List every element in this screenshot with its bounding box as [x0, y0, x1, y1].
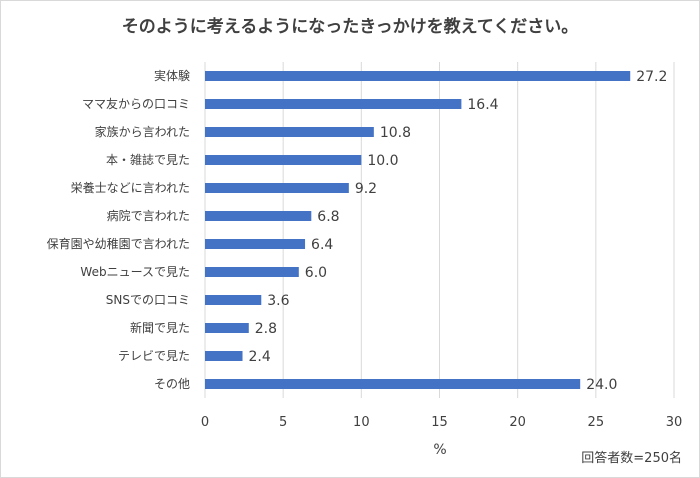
value-label: 6.4 [311, 237, 333, 253]
bar [205, 267, 299, 277]
bar [205, 127, 374, 137]
category-label: 新聞で見た [130, 320, 190, 335]
bars [205, 71, 631, 389]
category-label: 保育園や幼稚園で言われた [47, 236, 190, 251]
bar [205, 351, 243, 361]
value-label: 27.2 [636, 69, 667, 85]
bar [205, 155, 362, 165]
value-label: 9.2 [355, 181, 377, 197]
x-tick-label: 20 [509, 415, 526, 430]
x-tick-labels: 0 5 10 15 20 25 30 [201, 415, 682, 430]
value-label: 6.0 [305, 265, 327, 281]
bar [205, 379, 581, 389]
category-label: ママ友からの口コミ [82, 97, 190, 111]
value-label: 24.0 [586, 377, 617, 393]
bar [205, 323, 249, 333]
category-label: 栄養士などに言われた [71, 180, 190, 195]
value-label: 2.4 [249, 349, 271, 365]
x-tick-label: 5 [279, 415, 287, 430]
bar [205, 99, 462, 109]
x-tick-label: 25 [588, 415, 605, 430]
x-tick-label: 15 [431, 415, 448, 430]
category-label: 家族から言われた [95, 124, 190, 139]
value-label: 2.8 [255, 321, 277, 337]
category-label: その他 [154, 377, 190, 391]
chart-title: そのように考えるようになったきっかけを教えてください。 [121, 17, 579, 37]
bar [205, 239, 306, 249]
category-label: テレビで見た [118, 349, 190, 363]
respondent-count-note: 回答者数=250名 [581, 451, 682, 466]
category-label: SNSでの口コミ [106, 293, 190, 307]
value-label: 10.0 [367, 153, 398, 169]
value-label: 10.8 [380, 125, 411, 141]
grid-lines [204, 62, 675, 398]
value-label: 3.6 [267, 293, 289, 309]
category-label: 本・雑誌で見た [106, 152, 190, 167]
x-axis-label: % [433, 442, 446, 458]
x-tick-label: 10 [353, 415, 370, 430]
value-label: 16.4 [467, 97, 498, 113]
value-labels: 27.2 16.4 10.8 10.0 9.2 6.8 6.4 6.0 3.6 2.8 2.4 24.… [249, 69, 668, 393]
bar [205, 211, 312, 221]
bar [205, 295, 262, 305]
value-label: 6.8 [317, 209, 339, 225]
category-label: Webニュースで見た [80, 265, 190, 279]
category-label: 病院で言われた [107, 208, 190, 223]
category-labels: 実体験ママ友からの口コミ家族から言われた本・雑誌で見た栄養士などに言われた病院で… [47, 68, 190, 391]
bar [205, 183, 349, 193]
x-tick-label: 30 [666, 415, 683, 430]
category-label: 実体験 [154, 68, 190, 83]
bar [205, 71, 631, 81]
x-tick-label: 0 [201, 415, 209, 430]
